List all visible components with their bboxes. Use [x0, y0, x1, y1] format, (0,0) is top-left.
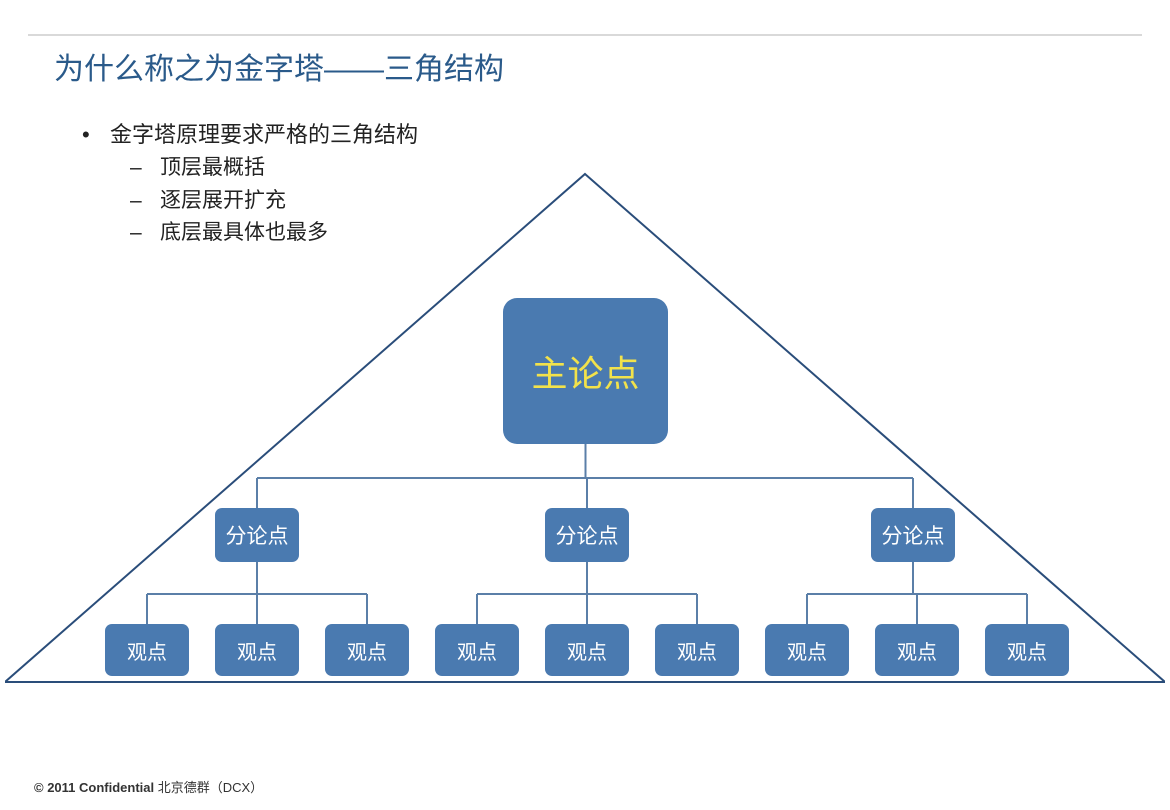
main-thesis-node: 主论点: [503, 298, 668, 444]
footer-prefix: © 2011 Confidential: [34, 780, 158, 795]
sub-thesis-node-1: 分论点: [215, 508, 299, 562]
top-rule: [28, 34, 1142, 36]
leaf-node-6: 观点: [655, 624, 739, 676]
leaf-node-2: 观点: [215, 624, 299, 676]
bullet-lvl1: 金字塔原理要求严格的三角结构: [82, 118, 418, 152]
pyramid-diagram: 主论点分论点分论点分论点观点观点观点观点观点观点观点观点观点: [5, 170, 1165, 690]
slide-title: 为什么称之为金字塔——三角结构: [54, 44, 504, 88]
leaf-node-7: 观点: [765, 624, 849, 676]
leaf-node-3: 观点: [325, 624, 409, 676]
footer-text: © 2011 Confidential 北京德群（DCX）: [34, 777, 263, 796]
footer-suffix: 北京德群（DCX）: [158, 780, 263, 795]
leaf-node-5: 观点: [545, 624, 629, 676]
sub-thesis-node-2: 分论点: [545, 508, 629, 562]
leaf-node-9: 观点: [985, 624, 1069, 676]
leaf-node-1: 观点: [105, 624, 189, 676]
leaf-node-8: 观点: [875, 624, 959, 676]
sub-thesis-node-3: 分论点: [871, 508, 955, 562]
leaf-node-4: 观点: [435, 624, 519, 676]
